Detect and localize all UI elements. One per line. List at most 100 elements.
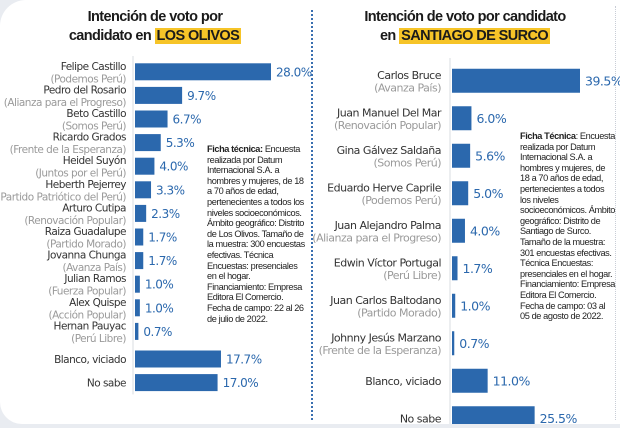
bar-row: 0.7% Johnny Jesús Marzano(Frente de la Es…	[319, 331, 490, 357]
bar-row: 1.0% Alex Quispe(Acción Popular)	[49, 297, 174, 322]
ficha-text: : Encuesta realizada por Datum Internaci…	[520, 131, 615, 322]
value-label: 1.7%	[463, 261, 493, 276]
bar-row: 5.6% Gina Gálvez Saldaña(Somos Perú)	[337, 143, 506, 169]
bar-row: 1.0% Julian Ramos(Fuerza Popular)	[48, 273, 174, 298]
category-name: Johnny Jesús Marzano	[330, 331, 442, 344]
chart-title-surco: Intención de voto por candidato en SANTI…	[313, 8, 617, 46]
bar-row: 17.7% Blanco, viciado	[54, 350, 262, 368]
category-party: (Frente de la Esperanza)	[10, 144, 127, 156]
bar	[135, 204, 147, 222]
category-party: (Podemos Perú)	[362, 194, 442, 207]
value-label: 5.0%	[473, 186, 503, 201]
bar	[135, 134, 161, 152]
category-party: (Somos Perú)	[62, 121, 127, 133]
bar	[135, 110, 168, 128]
bar-row: 5.0% Eduardo Herve Caprile(Podemos Perú)	[327, 181, 504, 207]
value-label: 25.5%	[540, 411, 578, 424]
title-highlight: SANTIAGO DE SURCO	[399, 28, 551, 44]
category-party: (Fuerza Popular)	[48, 286, 126, 298]
bar	[452, 106, 472, 131]
value-label: 2.3%	[151, 207, 180, 221]
bar-row: 6.0% Juan Manuel Del Mar(Renovación Popul…	[334, 106, 507, 132]
category-name: Hernan Pauyac	[54, 320, 127, 332]
ficha-tecnica-surco: Ficha Técnica: Encuesta realizada por Da…	[520, 131, 616, 322]
bar-chart-surco: 39.5% Carlos Bruce(Avanza País) 6.0% Juan M…	[312, 58, 620, 424]
bar-row: 1.7% Edwin Víctor Portugal(Perú Libre)	[334, 256, 493, 282]
title-line-2: candidato en LOS OLIVOS	[0, 27, 310, 46]
bar	[135, 157, 155, 175]
right-edge-line	[615, 6, 616, 420]
category-name: Edwin Víctor Portugal	[334, 256, 442, 269]
bar-row: 25.5% No sabe	[400, 406, 578, 424]
bar-row: 11.0% Blanco, viciado	[365, 368, 531, 393]
category-party: (Avanza País)	[62, 262, 126, 274]
category-name: Juan Manuel Del Mar	[336, 106, 442, 119]
bar	[135, 86, 183, 104]
category-name: Blanco, viciado	[54, 354, 126, 366]
chart-title-los-olivos: Intención de voto por candidato en LOS O…	[0, 8, 310, 46]
bar	[135, 228, 144, 246]
value-label: 1.0%	[145, 278, 174, 292]
category-name: No sabe	[87, 378, 126, 390]
value-label: 3.3%	[156, 183, 185, 197]
category-party: (Alianza para el Progreso)	[4, 97, 127, 109]
title-line-2: en SANTIAGO DE SURCO	[313, 27, 617, 46]
bar	[452, 181, 469, 206]
title-line-1: Intención de voto por candidato	[364, 9, 566, 25]
bar	[452, 406, 535, 424]
title-prefix: candidato en	[68, 28, 152, 44]
value-label: 6.0%	[476, 111, 506, 126]
category-name: Gina Gálvez Saldaña	[337, 144, 441, 157]
bar	[135, 374, 218, 392]
category-party: (Renovación Popular)	[24, 215, 126, 227]
value-label: 11.0%	[493, 373, 531, 388]
category-party: (Partido Morado)	[357, 306, 441, 319]
bar	[452, 293, 456, 318]
value-label: 17.7%	[226, 353, 262, 367]
santiago-de-surco-panel: Intención de voto por candidato en SANTI…	[312, 0, 620, 424]
category-name: Raiza Guadalupe	[45, 226, 126, 238]
category-party: (Juntos por el Perú)	[35, 168, 126, 180]
value-label: 5.3%	[166, 136, 195, 150]
ficha-tecnica-los-olivos: Ficha técnica: Encuesta realizada por Da…	[207, 144, 307, 324]
value-label: 0.7%	[459, 336, 489, 351]
value-label: 0.7%	[143, 325, 172, 339]
bar-row: 5.3% Ricardo Grados(Frente de la Esperanz…	[10, 132, 195, 157]
category-name: Alex Quispe	[69, 297, 126, 309]
category-name: Beto Castillo	[66, 108, 126, 120]
bar	[452, 368, 488, 393]
category-name: Eduardo Herve Caprile	[327, 181, 442, 194]
category-party: (Perú Libre)	[383, 269, 441, 282]
value-label: 39.5%	[585, 73, 620, 88]
value-label: 1.0%	[460, 298, 490, 313]
category-name: Pedro del Rosario	[43, 84, 126, 96]
category-name: Ricardo Grados	[53, 132, 126, 144]
bar	[135, 322, 139, 340]
bar	[135, 252, 144, 270]
category-name: Felipe Castillo	[61, 61, 126, 73]
bar	[452, 218, 465, 243]
bar-row: 4.0% Heidel Suyón(Juntos por el Perú)	[35, 155, 188, 180]
bar-row: 1.0% Juan Carlos Baltodano(Partido Morado…	[329, 293, 491, 319]
value-label: 4.0%	[159, 160, 188, 174]
value-label: 28.0%	[276, 65, 312, 79]
value-label: 6.7%	[173, 113, 202, 127]
value-label: 1.7%	[148, 254, 177, 268]
category-name: Heidel Suyón	[63, 155, 126, 167]
title-line-1: Intención de voto por	[87, 9, 223, 25]
bar-row: 4.0% Juan Alejandro Palma(Alianza para el…	[312, 218, 501, 244]
bar	[452, 256, 458, 281]
category-name: Juan Alejandro Palma	[334, 219, 441, 232]
category-name: Carlos Bruce	[377, 69, 442, 82]
title-highlight: LOS OLIVOS	[154, 28, 242, 44]
bar-row: 39.5% Carlos Bruce(Avanza País)	[374, 68, 620, 94]
bar-chart-los-olivos: 28.0% Felipe Castillo(Podemos Perú) 9.7% Pe…	[0, 56, 312, 395]
bar	[135, 299, 140, 317]
bar-row: 3.3% Heberth Pejerrey(Partido Patriótico …	[0, 179, 185, 204]
bar-row: 1.7% Jovanna Chunga(Avanza País)	[46, 250, 177, 275]
bar-row: 0.7% Hernan Pauyac(Perú Libre)	[54, 320, 173, 345]
category-name: Jovanna Chunga	[46, 250, 126, 262]
bar	[452, 143, 471, 168]
bar-row: 9.7% Pedro del Rosario(Alianza para el Pr…	[4, 84, 216, 109]
